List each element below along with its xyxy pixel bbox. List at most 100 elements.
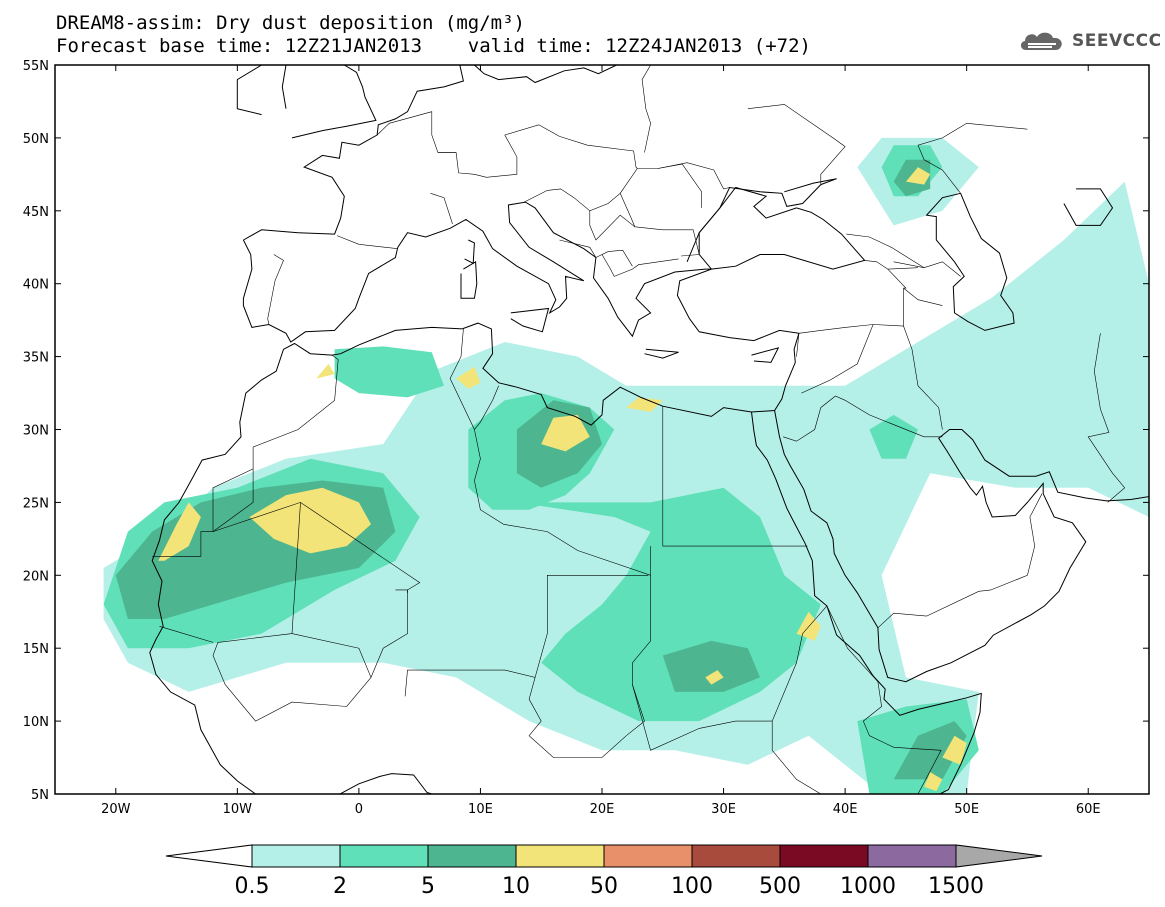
coastline <box>925 192 1015 331</box>
colorbar-swatch <box>691 844 781 868</box>
lon-tick-label: 40E <box>833 802 858 817</box>
country-border <box>601 254 679 277</box>
country-border <box>159 626 214 643</box>
colorbar-swatch <box>779 844 869 868</box>
dust-region-level-3 <box>626 397 663 412</box>
dust-region-level-0 <box>103 181 1149 794</box>
colorbar-label: 1000 <box>840 874 896 899</box>
country-border <box>619 163 703 257</box>
colorbar-lower-arrow <box>165 844 253 868</box>
coastline <box>236 65 287 116</box>
lat-tick-label: 10N <box>23 715 49 730</box>
country-border <box>267 254 284 325</box>
country-border <box>589 210 635 241</box>
country-border <box>1087 333 1126 503</box>
coastline <box>774 410 1149 683</box>
lat-tick-label: 45N <box>23 205 49 220</box>
country-border <box>887 268 907 289</box>
dust-region-level-3 <box>456 366 481 389</box>
country-border <box>252 359 339 469</box>
lon-tick-label: 10E <box>468 802 493 817</box>
dust-region-level-3 <box>158 502 201 561</box>
lat-tick-label: 25N <box>23 496 49 511</box>
country-border <box>877 612 927 629</box>
coastline <box>751 411 982 794</box>
country-border <box>559 239 633 267</box>
dust-region-level-2 <box>893 721 967 780</box>
seevccc-logo: SEEVCCC <box>1018 28 1162 54</box>
colorbar-swatch <box>603 844 693 868</box>
country-border <box>990 493 1043 591</box>
country-border <box>771 721 821 794</box>
lat-tick-label: 40N <box>23 278 49 293</box>
colorbar-swatch <box>867 844 957 868</box>
dust-region-level-1 <box>334 346 444 398</box>
coastline <box>149 186 866 794</box>
dust-region-level-3 <box>705 670 724 685</box>
colorbar-upper-arrow <box>955 844 1043 868</box>
colorbar-label: 500 <box>759 874 801 899</box>
country-border <box>212 502 301 656</box>
country-border <box>657 162 730 190</box>
country-border <box>376 111 457 153</box>
country-border <box>662 406 808 547</box>
colorbar-label: 5 <box>421 874 435 899</box>
lon-tick-label: 20E <box>590 802 615 817</box>
colorbar-swatch <box>427 844 517 868</box>
lat-tick-label: 30N <box>23 424 49 439</box>
colorbar: 0.5 2 5 10 50 100 500 1000 1500 <box>165 844 1043 899</box>
coastline <box>1063 188 1114 226</box>
dust-region-level-3 <box>905 167 931 185</box>
coastline <box>243 229 299 241</box>
coastline-layer <box>149 65 1149 794</box>
coastline <box>298 65 469 235</box>
lon-tick-label: 20W <box>101 802 131 817</box>
country-border <box>846 233 925 268</box>
cloud-icon <box>1020 32 1062 50</box>
dust-region-level-3 <box>541 414 590 452</box>
lon-tick-label: 0 <box>355 802 363 817</box>
country-border <box>449 328 504 525</box>
longitude-axis: 20W 10W 0 10E 20E 30E 40E 50E 60E <box>101 65 1101 817</box>
coastline <box>510 307 550 333</box>
lon-tick-label: 30E <box>711 802 736 817</box>
colorbar-label: 1500 <box>928 874 984 899</box>
lat-tick-label: 50N <box>23 132 49 147</box>
country-border <box>152 468 254 557</box>
lon-tick-label: 50E <box>954 802 979 817</box>
country-border <box>430 193 453 224</box>
country-border <box>826 605 942 794</box>
country-border <box>503 524 651 576</box>
country-border <box>917 122 1028 194</box>
country-border <box>796 324 874 357</box>
dust-region-level-3 <box>924 772 943 792</box>
country-border <box>893 261 961 277</box>
country-border <box>903 287 943 306</box>
coastline <box>474 65 617 84</box>
lon-tick-label: 10W <box>223 802 253 817</box>
country-border <box>528 677 627 758</box>
country-border <box>524 188 621 212</box>
country-border <box>783 395 943 442</box>
dust-region-level-3 <box>942 735 967 765</box>
lat-tick-label: 5N <box>31 788 49 803</box>
country-border <box>437 124 638 178</box>
coastline <box>686 178 837 262</box>
country-border <box>474 385 499 430</box>
dust-region-level-3 <box>316 363 335 379</box>
coastline <box>751 347 780 363</box>
colorbar-label: 2 <box>333 874 347 899</box>
dust-region-level-3 <box>249 487 371 554</box>
country-border <box>903 325 943 430</box>
country-border <box>370 589 408 678</box>
country-border <box>801 288 904 394</box>
country-border <box>926 589 992 617</box>
lat-tick-label: 55N <box>23 59 49 74</box>
country-border <box>864 260 919 270</box>
country-border <box>641 65 651 153</box>
country-border <box>212 468 254 532</box>
lat-tick-label: 15N <box>23 642 49 657</box>
country-border <box>336 235 398 249</box>
country-border <box>626 575 651 736</box>
